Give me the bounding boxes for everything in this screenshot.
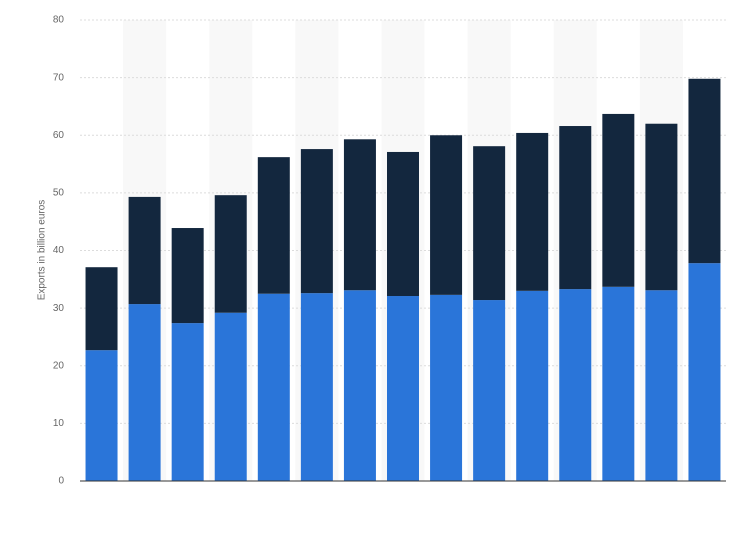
y-tick-label: 20 (53, 360, 65, 371)
bar-segment (688, 263, 721, 481)
bar-segment (343, 290, 376, 481)
bar-segment (257, 157, 290, 294)
y-tick-label: 50 (53, 188, 65, 199)
bar-segment (214, 195, 247, 313)
bar-segment (559, 289, 592, 481)
y-tick-label: 70 (53, 72, 65, 83)
bar-segment (688, 78, 721, 264)
bar-segment (300, 293, 333, 481)
bar-segment (602, 113, 635, 287)
bar-segment (85, 350, 118, 481)
bar-segment (85, 267, 118, 351)
bar-segment (343, 139, 376, 291)
bar-segment (387, 296, 419, 481)
bar-segment (128, 196, 161, 305)
bar-segment (300, 149, 333, 294)
bar-segment (473, 300, 506, 481)
y-tick-label: 10 (53, 418, 65, 429)
bar-segment (645, 290, 678, 481)
bar-segment (559, 126, 592, 290)
y-axis-label: Exports in billion euros (37, 200, 48, 301)
bar-segment (128, 304, 161, 481)
bar-segment (645, 123, 678, 291)
bar-segment (214, 312, 247, 481)
bar-segment (171, 323, 204, 481)
bar-segment (516, 290, 549, 481)
y-tick-label: 30 (53, 303, 65, 314)
bar-segment (171, 228, 204, 324)
bar-segment (387, 151, 419, 297)
bar-segment (516, 132, 549, 291)
y-tick-label: 0 (58, 476, 64, 487)
bar-segment (430, 135, 463, 295)
y-tick-label: 40 (53, 245, 65, 256)
y-tick-label: 80 (53, 15, 65, 26)
y-tick-label: 60 (53, 130, 65, 141)
bar-segment (473, 146, 506, 301)
bar-segment (257, 293, 290, 481)
bar-segment (602, 286, 635, 481)
bar-segment (430, 294, 463, 481)
